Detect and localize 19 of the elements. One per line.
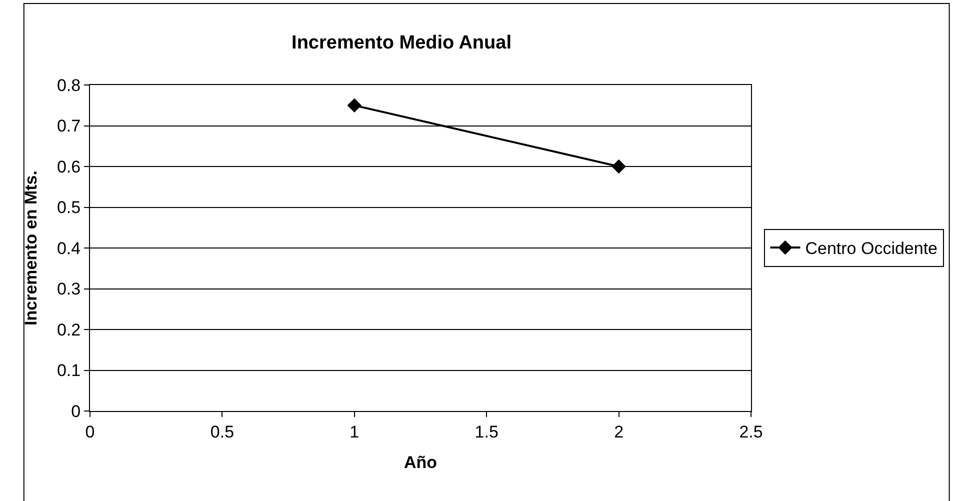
y-tick-label: 0 xyxy=(71,402,81,421)
y-tick-label: 0.7 xyxy=(56,116,81,136)
y-axis-title: Incremento en Mts. xyxy=(22,170,41,326)
y-tick-label: 0.1 xyxy=(56,361,81,380)
y-tick-label: 0.6 xyxy=(56,157,81,176)
y-tick-label: 0.8 xyxy=(56,76,81,95)
y-tick-label: 0.3 xyxy=(56,280,81,299)
legend-label: Centro Occidente xyxy=(805,239,938,258)
x-tick-label: 0 xyxy=(85,422,95,442)
y-tick-label: 0.5 xyxy=(56,198,81,218)
x-tick-label: 2.5 xyxy=(739,422,763,442)
chart-title: Incremento Medio Anual xyxy=(292,32,512,54)
x-tick-label: 1 xyxy=(350,422,360,442)
x-tick-label: 1.5 xyxy=(474,422,498,442)
y-tick-label: 0.2 xyxy=(56,320,81,340)
x-axis-title: Año xyxy=(404,452,438,472)
x-tick-label: 2 xyxy=(614,422,624,442)
y-tick-label: 0.4 xyxy=(56,238,81,258)
x-tick-label: 0.5 xyxy=(210,422,234,442)
